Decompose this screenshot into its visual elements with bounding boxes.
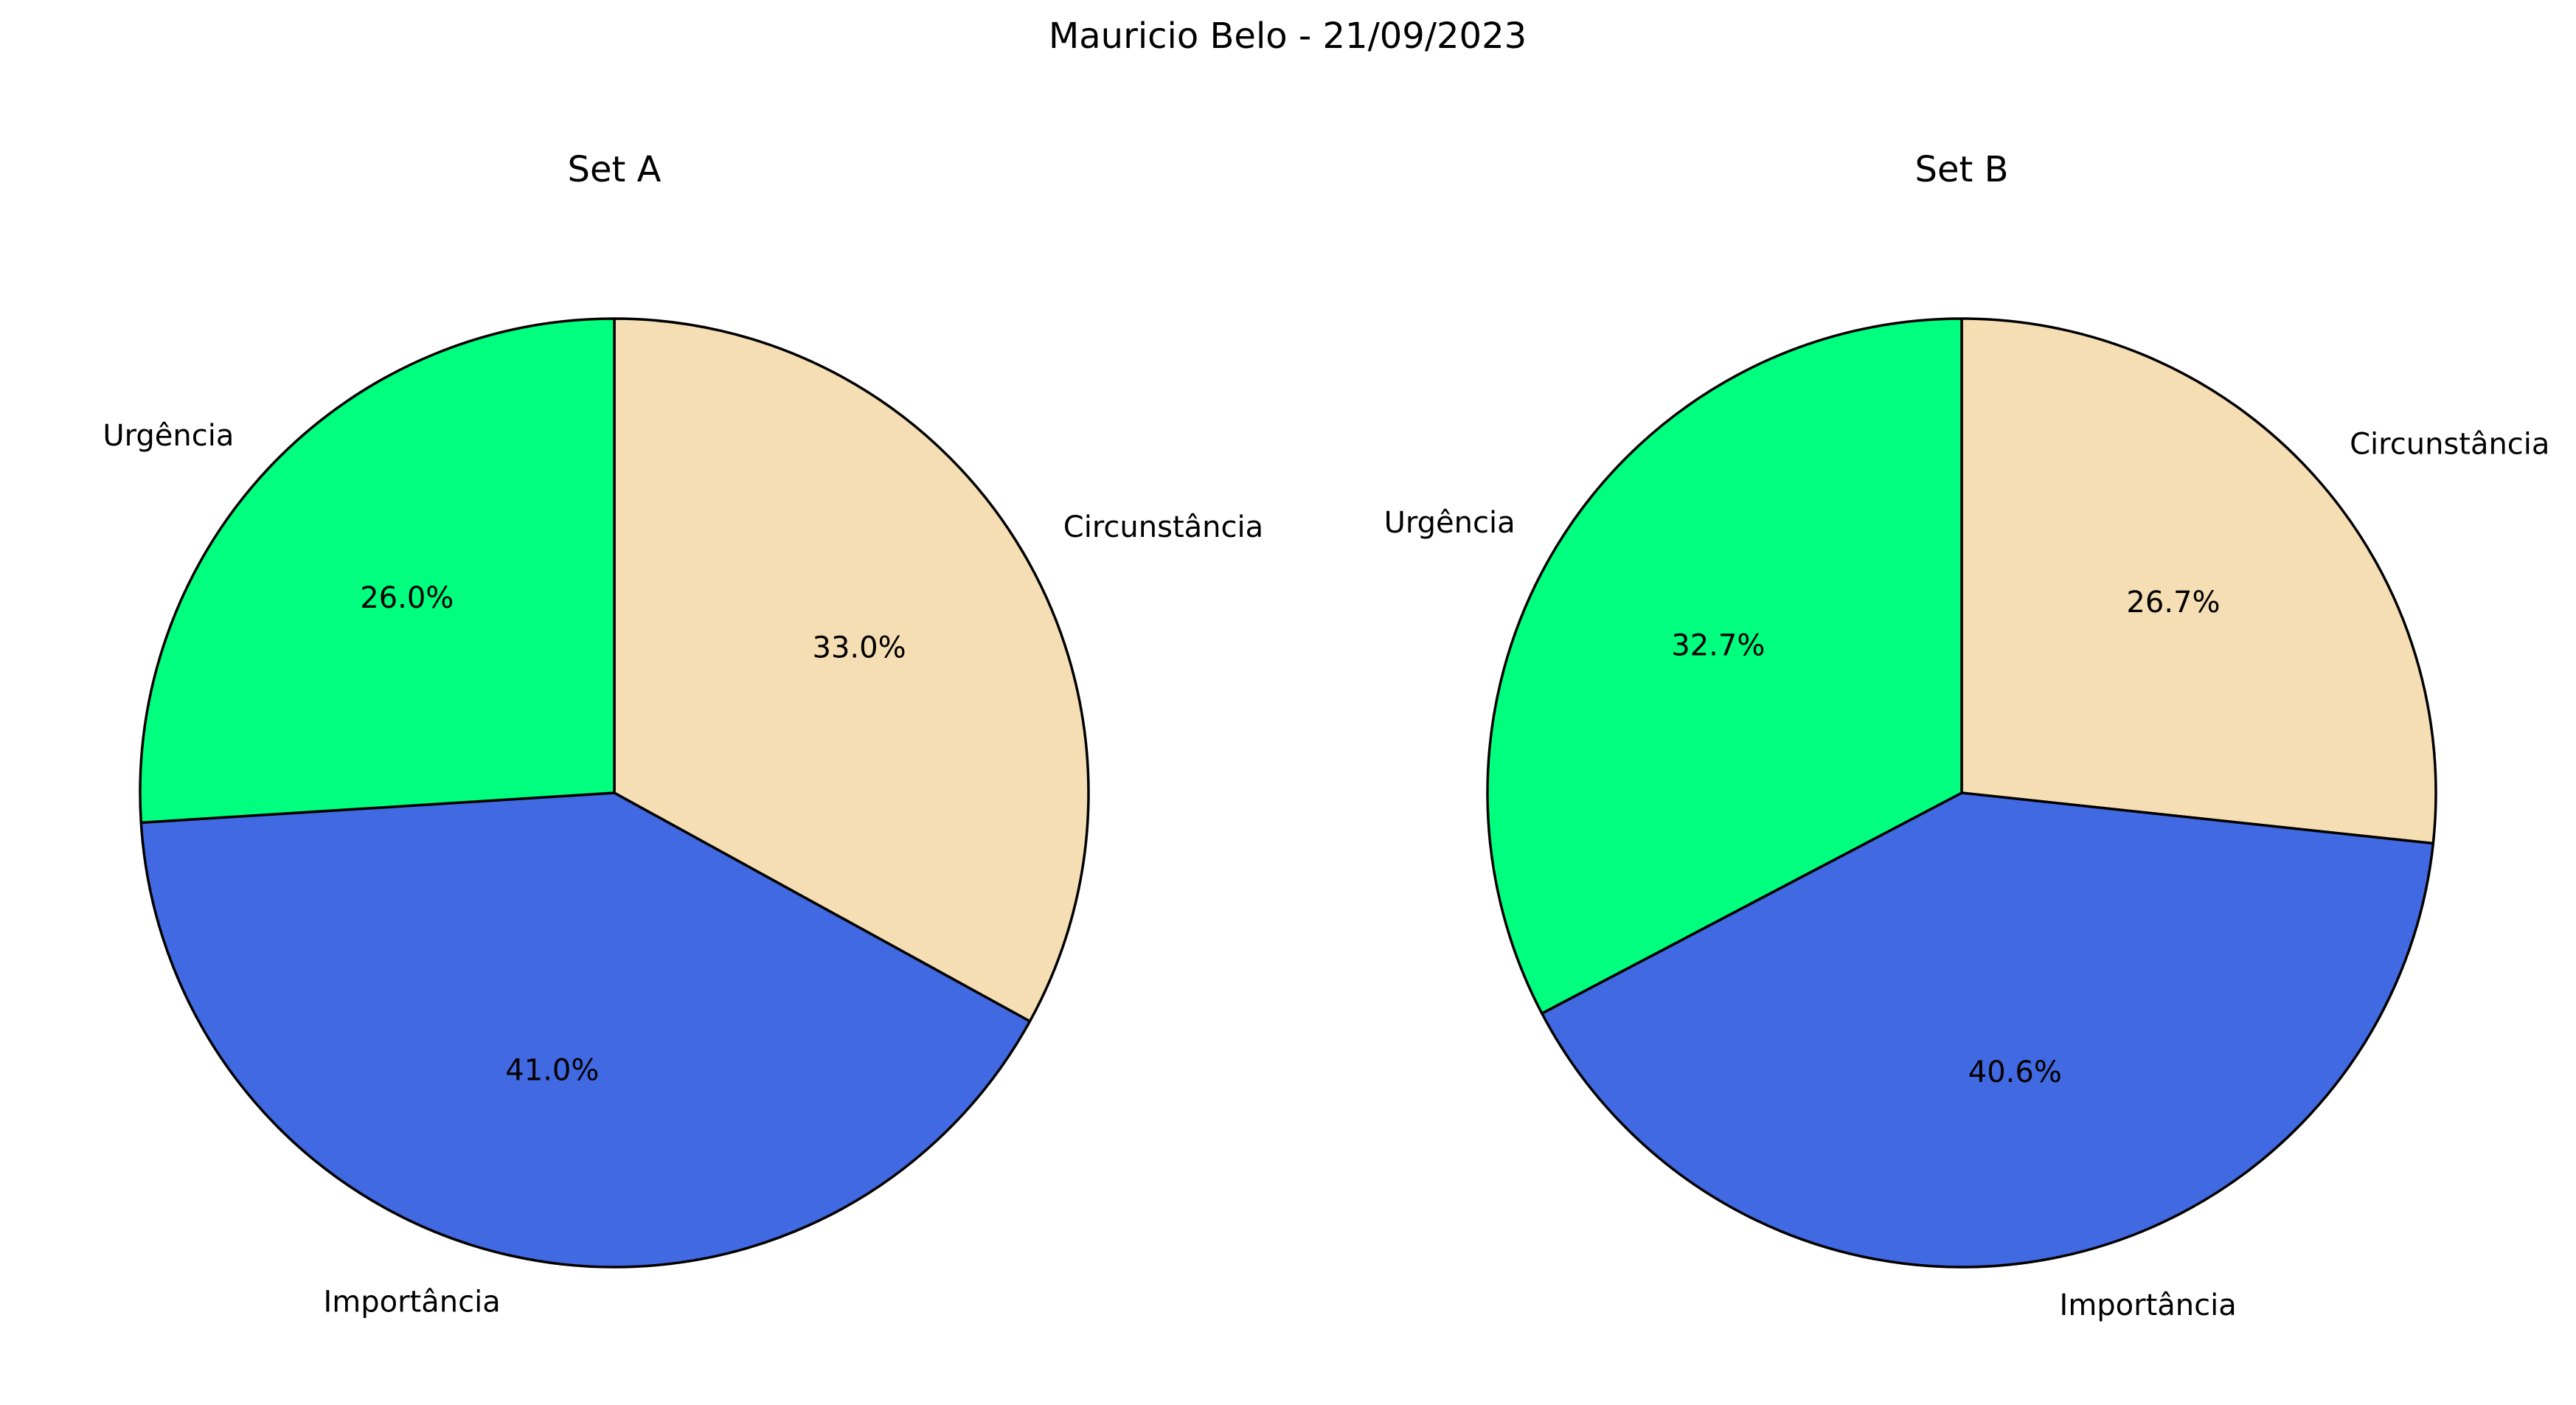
pie-chart-set-b: Circunstância 26.7% Importância 40.6% Urgênc…: [1384, 149, 2550, 1322]
slice-label-set-a-urgencia: Urgência: [103, 419, 234, 453]
figure-suptitle: Mauricio Belo - 21/09/2023: [1049, 15, 1527, 57]
pie-chart-set-a: Circunstância 33.0% Importância 41.0% Urgênc…: [103, 149, 1263, 1319]
pie-slice-set-a-circunstancia: [613, 317, 1090, 1023]
slice-label-set-b-importancia: Importância: [2060, 1288, 2237, 1322]
slice-label-set-b-circunstancia: Circunstância: [2350, 427, 2549, 461]
percent-label-set-a-circunstancia: 33.0%: [813, 631, 906, 665]
percent-label-set-a-importancia: 41.0%: [505, 1054, 599, 1088]
slice-label-set-a-circunstancia: Circunstância: [1063, 510, 1263, 544]
percent-label-set-a-urgencia: 26.0%: [360, 581, 454, 615]
pie-title-set-b: Set B: [1914, 149, 2008, 190]
percent-label-set-b-importancia: 40.6%: [1968, 1055, 2062, 1089]
pie-slice-set-b-urgencia: [1486, 317, 1963, 1015]
pie-slice-set-b-circunstancia: [1960, 317, 2437, 845]
percent-label-set-b-circunstancia: 26.7%: [2126, 586, 2220, 620]
slice-label-set-b-urgencia: Urgência: [1384, 506, 1516, 540]
percent-label-set-b-urgencia: 32.7%: [1671, 628, 1765, 662]
pie-slice-set-a-importancia: [139, 791, 1032, 1269]
pie-slice-set-b-importancia: [1541, 791, 2435, 1269]
slice-label-set-a-importancia: Importância: [323, 1285, 500, 1319]
pie-slice-set-a-urgencia: [139, 317, 616, 825]
pie-title-set-a: Set A: [568, 149, 662, 190]
